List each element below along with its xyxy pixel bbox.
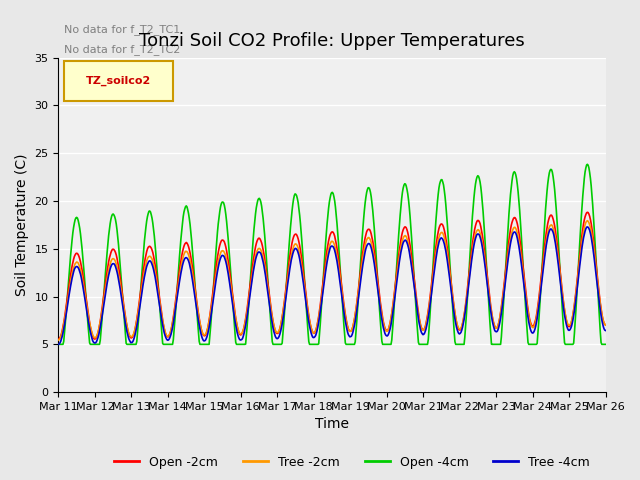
Legend: Open -2cm, Tree -2cm, Open -4cm, Tree -4cm: Open -2cm, Tree -2cm, Open -4cm, Tree -4… [109,451,595,474]
Text: No data for f_T2_TC1: No data for f_T2_TC1 [64,24,180,35]
Text: TZ_soilco2: TZ_soilco2 [86,76,151,86]
Text: No data for f_T2_TC2: No data for f_T2_TC2 [64,44,180,55]
FancyBboxPatch shape [64,61,173,101]
X-axis label: Time: Time [315,418,349,432]
Y-axis label: Soil Temperature (C): Soil Temperature (C) [15,154,29,296]
Title: Tonzi Soil CO2 Profile: Upper Temperatures: Tonzi Soil CO2 Profile: Upper Temperatur… [139,33,525,50]
